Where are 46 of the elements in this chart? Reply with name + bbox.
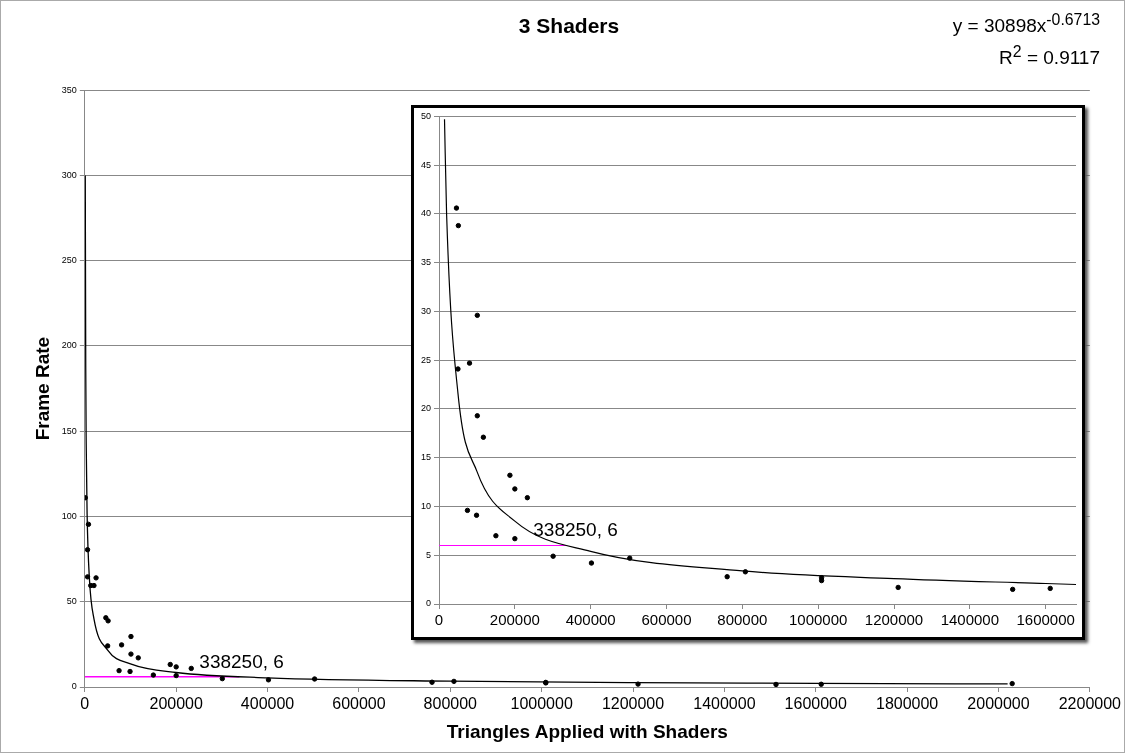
x-tick-label: 200000 — [489, 611, 540, 629]
x-tick-label: 800000 — [423, 695, 478, 713]
y-tick-label: 200 — [61, 340, 77, 351]
x-tick-label: 800000 — [717, 611, 768, 629]
y-tick-label: 5 — [426, 549, 432, 560]
x-tick-label: 1200000 — [601, 695, 665, 713]
text: R$^{2}$ = 0.9117 — [998, 42, 1100, 71]
x-tick-label: 1200000 — [864, 611, 924, 629]
y-tick-label: 150 — [61, 425, 77, 436]
x-tick-label: 1800000 — [875, 695, 939, 713]
y-tick-label: 20 — [421, 403, 432, 414]
x-tick-label: 1000000 — [510, 695, 573, 713]
y-tick-label: 35 — [421, 257, 432, 268]
x-tick-label: 2000000 — [967, 695, 1030, 713]
x-tick-label: 2200000 — [1058, 695, 1122, 713]
annotation: 338250, 6 — [199, 650, 284, 672]
y-tick-label: 15 — [421, 452, 432, 463]
y-tick-label: 30 — [421, 305, 432, 316]
y-axis-title: Frame Rate — [31, 336, 53, 441]
y-tick-label: 250 — [61, 255, 77, 266]
y-tick-label: 45 — [421, 159, 432, 170]
y-tick-label: 50 — [421, 110, 432, 121]
y-tick-label: 40 — [421, 208, 432, 219]
x-tick-label: 400000 — [240, 695, 295, 713]
x-axis-title: Triangles Applied with Shaders — [446, 720, 728, 742]
x-tick-label: 1600000 — [784, 695, 847, 713]
y-tick-label: 25 — [421, 354, 432, 365]
y-tick-label: 100 — [61, 510, 77, 521]
x-tick-label: 600000 — [641, 611, 692, 629]
y-tick-label: 10 — [421, 500, 432, 511]
y-tick-label: 350 — [61, 84, 77, 95]
annotation: 338250, 6 — [533, 519, 618, 541]
x-tick-label: 400000 — [565, 611, 616, 629]
y-tick-label: 300 — [61, 169, 77, 180]
x-tick-label: 600000 — [332, 695, 386, 713]
chart-title: 3 Shaders — [518, 14, 620, 38]
x-tick-label: 1400000 — [693, 695, 756, 713]
x-tick-label: 1000000 — [788, 611, 848, 629]
y-tick-label: 50 — [66, 596, 77, 607]
y-tick-label: 0 — [426, 598, 432, 609]
y-tick-label: 0 — [71, 681, 77, 692]
x-tick-label: 0 — [80, 695, 90, 713]
text: y = 30898x$^{-0.6713}$ — [952, 10, 1100, 39]
x-tick-label: 1600000 — [1016, 611, 1075, 629]
x-tick-label: 1400000 — [940, 611, 1000, 629]
x-tick-label: 200000 — [149, 695, 203, 713]
